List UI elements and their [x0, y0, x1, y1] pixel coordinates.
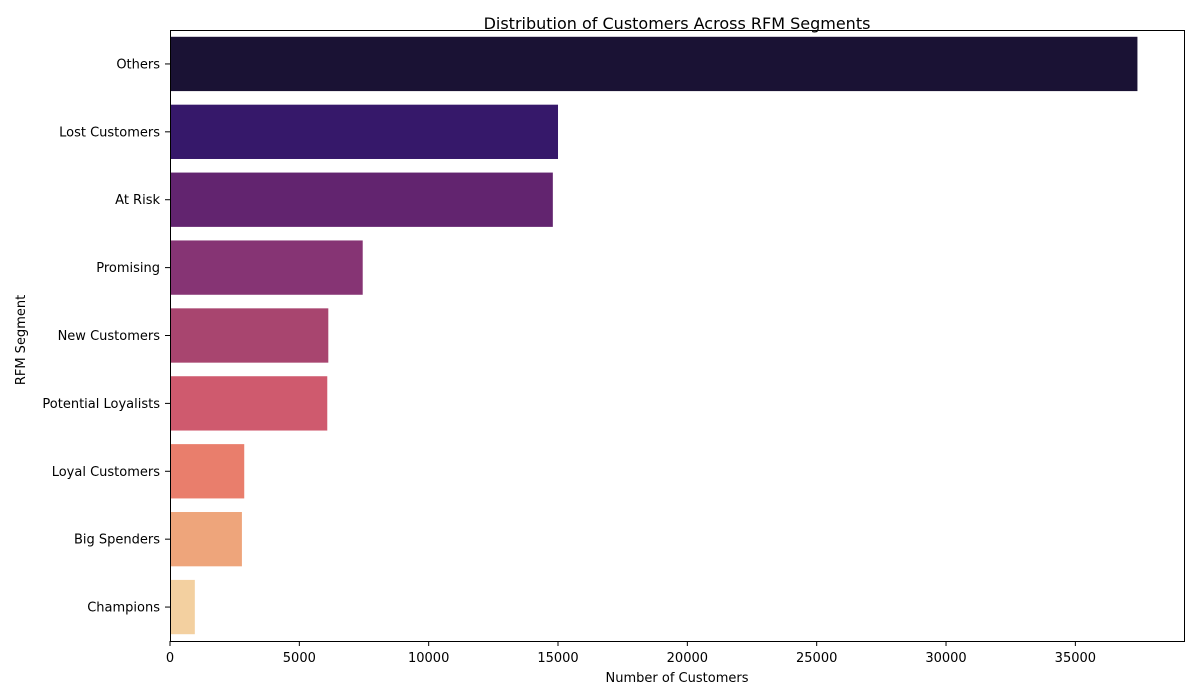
- y-tick-label: Potential Loyalists: [42, 397, 160, 412]
- x-tick-label: 35000: [1055, 651, 1096, 666]
- x-axis: 0 5000 10000 15000 20000 25000 30000 35000: [166, 641, 1096, 666]
- bar-new-customers: [170, 308, 329, 363]
- bars-group: [170, 36, 1138, 635]
- bar-lost-customers: [170, 104, 559, 159]
- y-tick-label: At Risk: [115, 193, 160, 208]
- x-tick-label: 30000: [925, 651, 966, 666]
- bar-potential-loyalists: [170, 376, 328, 431]
- y-tick-label: New Customers: [58, 329, 161, 344]
- y-axis-label: RFM Segment: [14, 295, 29, 385]
- x-tick-label: 10000: [408, 651, 449, 666]
- x-tick-label: 20000: [667, 651, 708, 666]
- bar-promising: [170, 240, 363, 295]
- x-tick-label: 15000: [537, 651, 578, 666]
- x-axis-label: Number of Customers: [606, 671, 749, 686]
- chart-title: Distribution of Customers Across RFM Seg…: [484, 14, 871, 33]
- bar-big-spenders: [170, 512, 242, 567]
- y-tick-label: Big Spenders: [74, 533, 160, 548]
- y-tick-label: Champions: [87, 601, 160, 616]
- bar-loyal-customers: [170, 444, 245, 499]
- y-axis: Others Lost Customers At Risk Promising New …: [42, 57, 170, 616]
- bar-others: [170, 36, 1138, 92]
- x-tick-label: 0: [166, 651, 174, 666]
- y-tick-label: Lost Customers: [59, 125, 160, 140]
- x-tick-label: 25000: [796, 651, 837, 666]
- y-tick-label: Loyal Customers: [52, 465, 161, 480]
- x-tick-label: 5000: [283, 651, 316, 666]
- y-tick-label: Promising: [96, 261, 160, 276]
- bar-champions: [170, 579, 195, 635]
- plot-frame: [170, 30, 1185, 642]
- bar-at-risk: [170, 172, 553, 227]
- y-tick-label: Others: [116, 57, 160, 72]
